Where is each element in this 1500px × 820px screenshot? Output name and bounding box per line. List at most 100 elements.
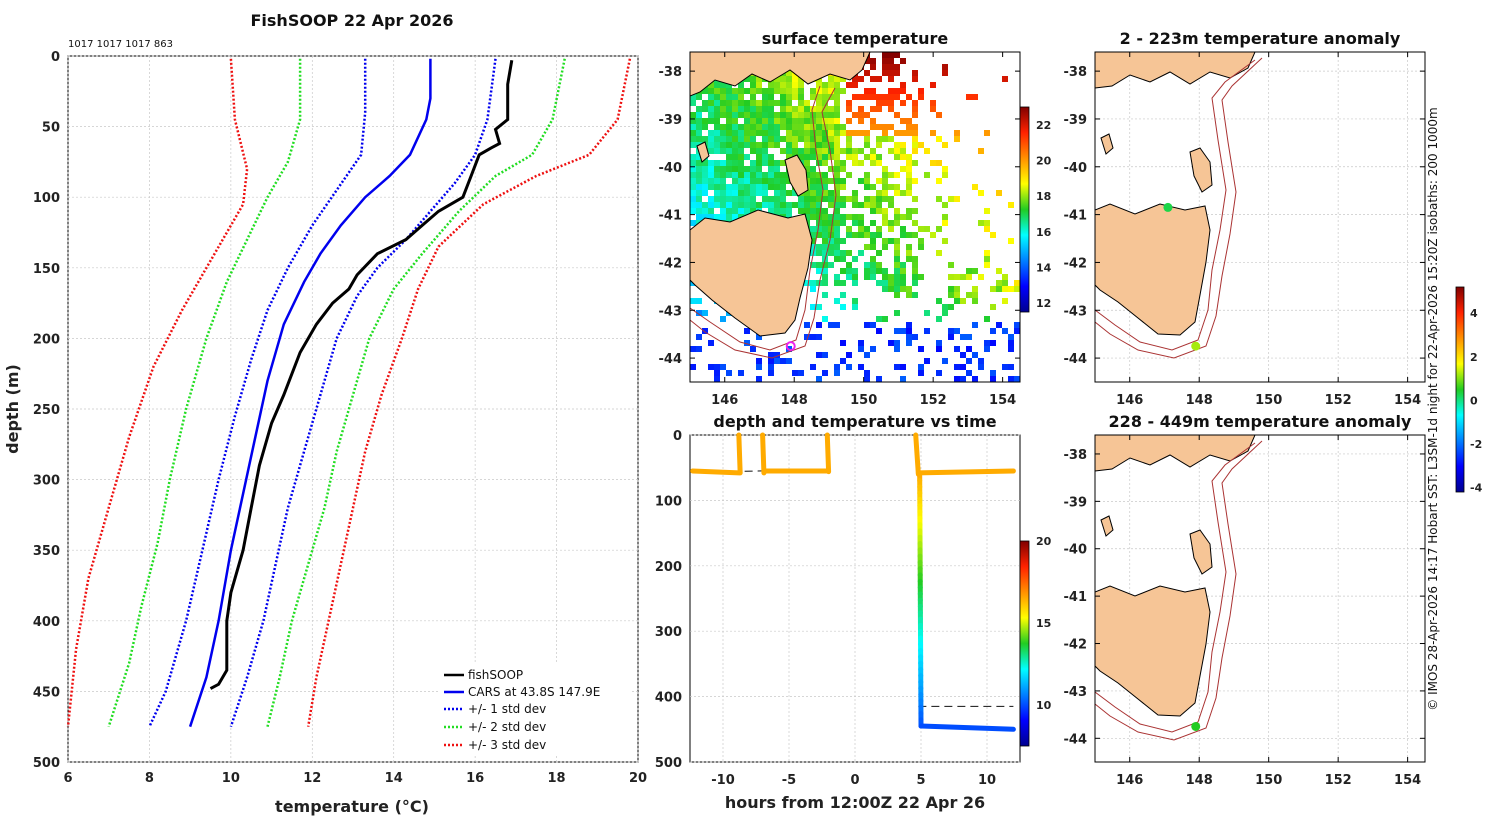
sst-pixel [780,190,786,196]
sst-pixel [870,64,876,70]
depth-time-ytick: 100 [655,494,682,509]
sst-pixel [762,178,768,184]
sst-pixel [780,208,786,214]
sst-pixel [894,274,900,280]
depth-time-segment [915,468,1016,476]
sst-pixel [690,124,696,130]
sst-pixel [936,196,942,202]
sst-pixel [924,148,930,154]
sst-pixel [828,76,834,82]
sst-pixel [810,232,816,238]
legend-fishsoop: fishSOOP [468,668,523,682]
sst-pixel [750,172,756,178]
sst-pixel [948,196,954,202]
sst-pixel [978,220,984,226]
sst-pixel [834,190,840,196]
profile-ytick: 150 [33,262,60,277]
sst-pixel [804,148,810,154]
sst-pixel [888,196,894,202]
sst-pixel [840,220,846,226]
sst-pixel [792,106,798,112]
depth-time-reference-line [692,469,829,473]
sst-pixel [708,106,714,112]
sst-pixel [834,142,840,148]
sst-pixel [834,100,840,106]
sst-pixel [978,190,984,196]
profile-title: FishSOOP 22 Apr 2026 [250,11,453,30]
sst-pixel [696,172,702,178]
depth-time-segment [918,723,1016,732]
sst-pixel [846,364,852,370]
depth-time-track [690,432,1016,732]
sst-pixel [816,190,822,196]
sst-colorbar-tick: 18 [1036,190,1051,203]
sst-pixel [756,112,762,118]
sst-pixel [834,274,840,280]
anomaly-colorbar-tick: 0 [1470,394,1478,407]
depth-time-segment [760,432,767,476]
sst-pixel [906,340,912,346]
sst-pixel [966,94,972,100]
sst-pixel [882,196,888,202]
sst-pixel [744,142,750,148]
sst-pixel [924,328,930,334]
sst-pixel [882,100,888,106]
sst-pixel [942,202,948,208]
sst-pixel [720,142,726,148]
sst-pixel [786,112,792,118]
profile-xtick: 14 [385,771,403,786]
anomaly-lower-ytick: -41 [1064,590,1088,605]
sst-pixel [906,214,912,220]
sst-pixel [738,154,744,160]
sst-pixel [852,220,858,226]
sst-pixel [894,286,900,292]
sst-pixel [936,112,942,118]
sst-pixel [840,268,846,274]
sst-pixel [738,88,744,94]
sst-pixel [798,118,804,124]
sst-pixel [834,166,840,172]
sst-pixel [834,196,840,202]
sst-pixel [768,184,774,190]
sst-pixel [864,274,870,280]
sst-pixel [834,154,840,160]
sst-pixel [696,106,702,112]
depth-time-segment [690,468,742,476]
sst-pixel [888,340,894,346]
sst-pixel [756,76,762,82]
sst-pixel [750,160,756,166]
sst-pixel [894,340,900,346]
sst-pixel [954,292,960,298]
sst-pixel [888,88,894,94]
sst-pixel [846,262,852,268]
sst-pixel [882,124,888,130]
sst-xtick: 148 [781,393,808,408]
sst-pixel [852,154,858,160]
sst-pixel [750,124,756,130]
sst-pixel [834,106,840,112]
sst-pixel [870,196,876,202]
sst-pixel [894,280,900,286]
sst-pixel [780,172,786,178]
sst-pixel [852,268,858,274]
sst-pixel [948,292,954,298]
sst-pixel [720,178,726,184]
sst-pixel [702,166,708,172]
sst-pixel [690,160,696,166]
profile-xtick: 6 [63,771,72,786]
sst-pixel [858,106,864,112]
profile-xticks: 6 8 10 12 14 16 18 20 [63,771,647,786]
sst-pixel [900,286,906,292]
sst-colorbar-tick: 16 [1036,226,1052,239]
sst-pixel [780,178,786,184]
sst-pixel [810,304,816,310]
sst-pixel [816,142,822,148]
sst-pixel [822,214,828,220]
sst-pixel [816,178,822,184]
sst-pixel [846,226,852,232]
sst-pixel [858,346,864,352]
sst-pixel [792,142,798,148]
sst-pixel [816,118,822,124]
sst-pixel [906,292,912,298]
sst-pixel [990,232,996,238]
